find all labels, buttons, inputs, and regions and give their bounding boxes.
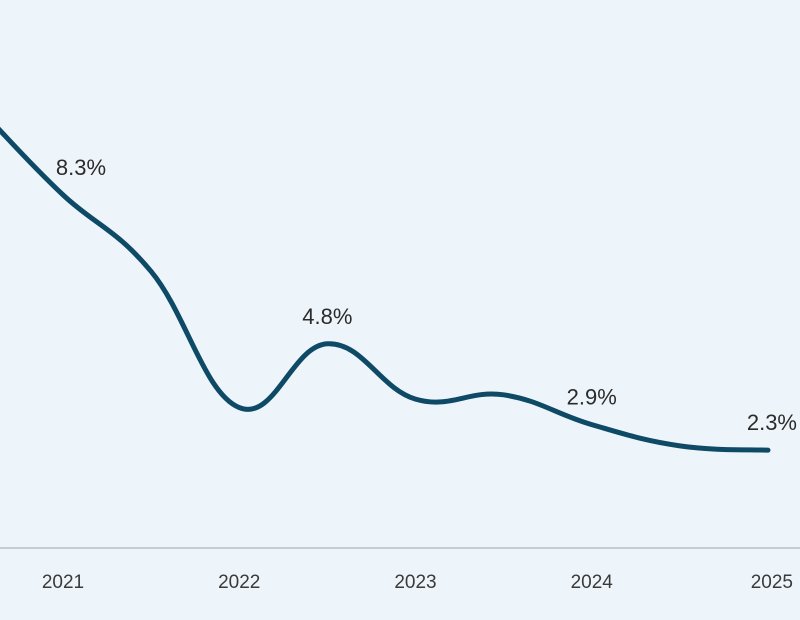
x-tick-label: 2025 xyxy=(751,572,793,593)
data-label: 4.8% xyxy=(302,304,352,329)
x-tick-label: 2021 xyxy=(42,572,84,593)
x-tick-label: 2023 xyxy=(394,572,436,593)
x-tick-label: 2022 xyxy=(218,572,260,593)
x-axis-ticks: 2021 2022 2023 2024 2025 xyxy=(42,572,793,593)
data-label: 2.9% xyxy=(567,385,617,410)
data-label: 2.3% xyxy=(747,410,797,435)
series-line-rate xyxy=(0,126,771,453)
x-tick-label: 2024 xyxy=(571,572,614,593)
data-labels: 8.3% 4.8% 2.9% 2.3% xyxy=(56,155,797,435)
data-label: 8.3% xyxy=(56,155,106,180)
